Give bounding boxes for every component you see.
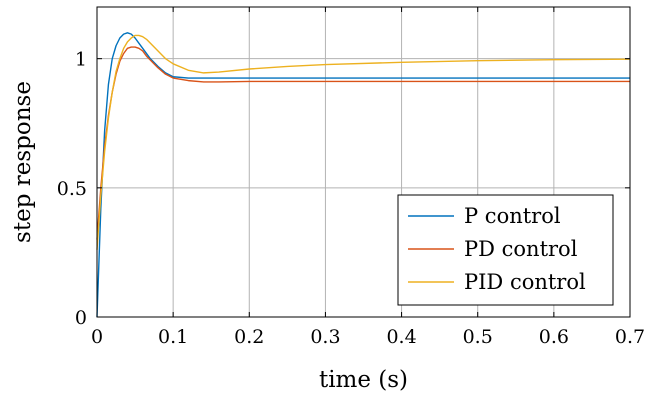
- plot-area-frame: [96, 6, 631, 318]
- legend-box: [397, 194, 614, 306]
- series-lines: [96, 32, 631, 318]
- x-axis-label: time (s): [319, 367, 408, 393]
- legend-label-pid-control: PID control: [464, 270, 586, 294]
- y-tick-label-0: 0: [75, 307, 87, 329]
- x-tick-label-6: 0.6: [539, 326, 569, 348]
- series-line-pid-control: [96, 34, 631, 250]
- y-tick-label-1: 0.5: [57, 178, 87, 200]
- x-tick-label-3: 0.3: [310, 326, 340, 348]
- x-tick-label-4: 0.4: [386, 326, 416, 348]
- axis-ticks: 0 0.1 0.2 0.3 0.4 0.5 0.6 0.7 0 0.5 1: [57, 7, 645, 348]
- grid-lines: [97, 7, 630, 317]
- x-tick-label-2: 0.2: [234, 326, 264, 348]
- series-line-p-control: [96, 32, 630, 318]
- legend-label-pd-control: PD control: [464, 237, 578, 261]
- y-tick-label-2: 1: [75, 49, 87, 71]
- legend-label-p-control: P control: [464, 204, 561, 228]
- legend: P control PD control PID control: [397, 194, 614, 306]
- y-axis-label: step response: [10, 81, 36, 243]
- x-tick-label-5: 0.5: [463, 326, 493, 348]
- x-tick-label-0: 0: [91, 326, 103, 348]
- x-tick-label-7: 0.7: [615, 326, 645, 348]
- x-tick-label-1: 0.1: [158, 326, 188, 348]
